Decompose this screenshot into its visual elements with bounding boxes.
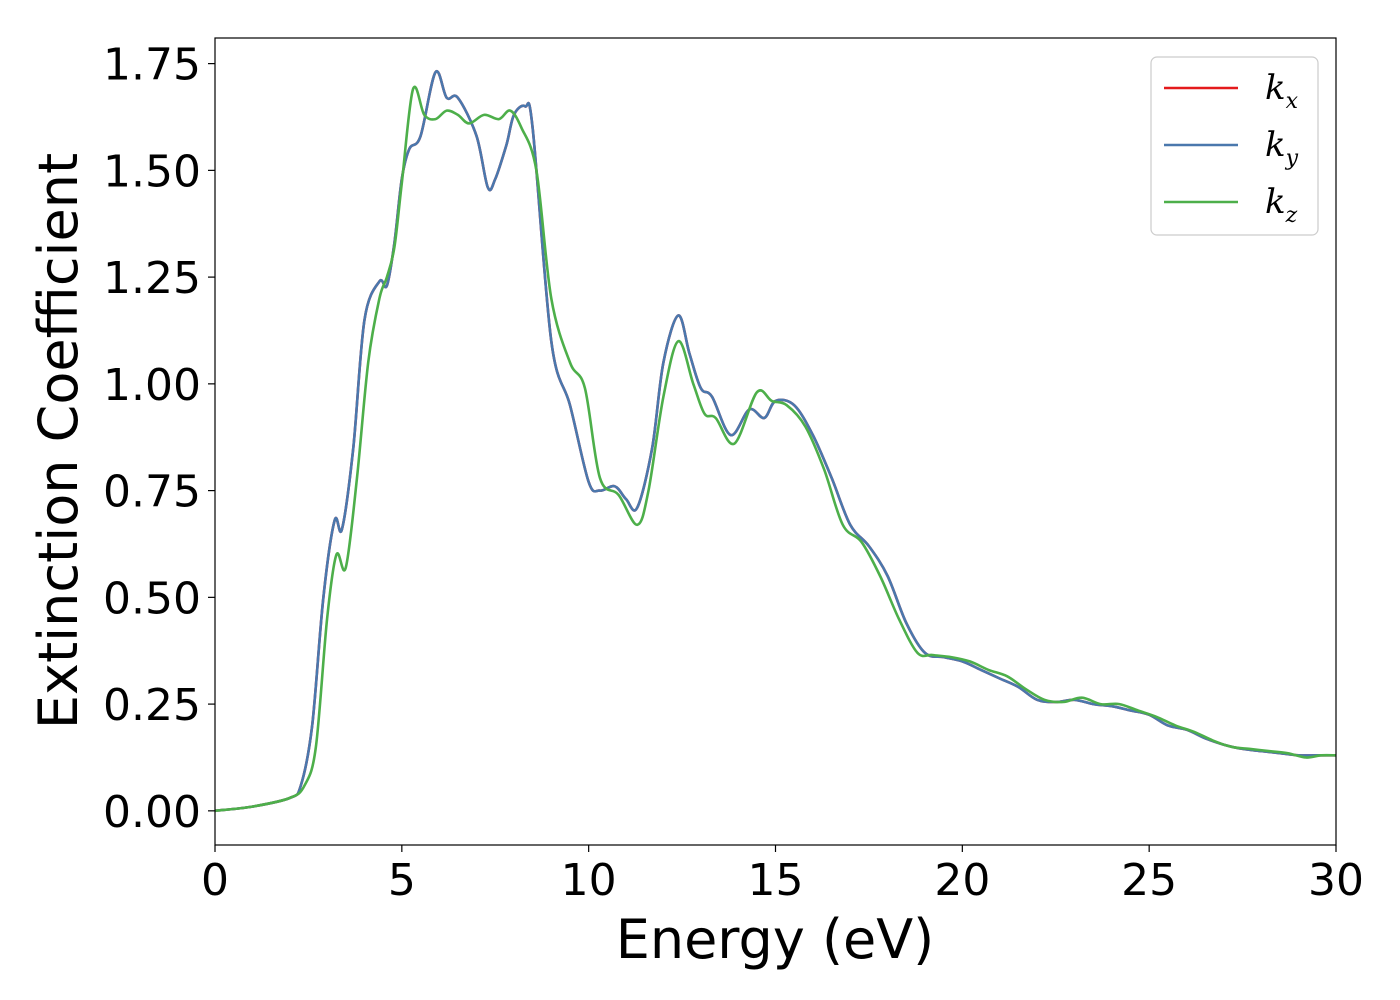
x-tick-label: 15	[748, 855, 804, 906]
y-axis-ticks: 0.00 0.25 0.50 0.75 1.00 1.25 1.50 1.75	[103, 40, 215, 838]
y-tick-label: 0.75	[103, 467, 201, 518]
x-axis-ticks: 0 5 10 15 20 25 30	[201, 845, 1364, 906]
x-axis-label: Energy (eV)	[616, 908, 935, 971]
x-tick-label: 20	[934, 855, 990, 906]
y-tick-label: 0.25	[103, 680, 201, 731]
x-tick-label: 25	[1121, 855, 1177, 906]
x-tick-label: 0	[201, 855, 229, 906]
y-axis-label: Extinction Coefficient	[27, 153, 90, 729]
y-tick-label: 1.75	[103, 40, 201, 91]
y-tick-label: 1.00	[103, 360, 201, 411]
y-tick-label: 0.50	[103, 573, 201, 624]
y-tick-label: 1.25	[103, 253, 201, 304]
y-tick-label: 1.50	[103, 146, 201, 197]
y-tick-label: 0.00	[103, 787, 201, 838]
x-tick-label: 30	[1308, 855, 1364, 906]
series-layer	[214, 69, 1337, 813]
x-tick-label: 10	[561, 855, 617, 906]
series-line-kz	[214, 85, 1337, 813]
x-tick-label: 5	[388, 855, 416, 906]
